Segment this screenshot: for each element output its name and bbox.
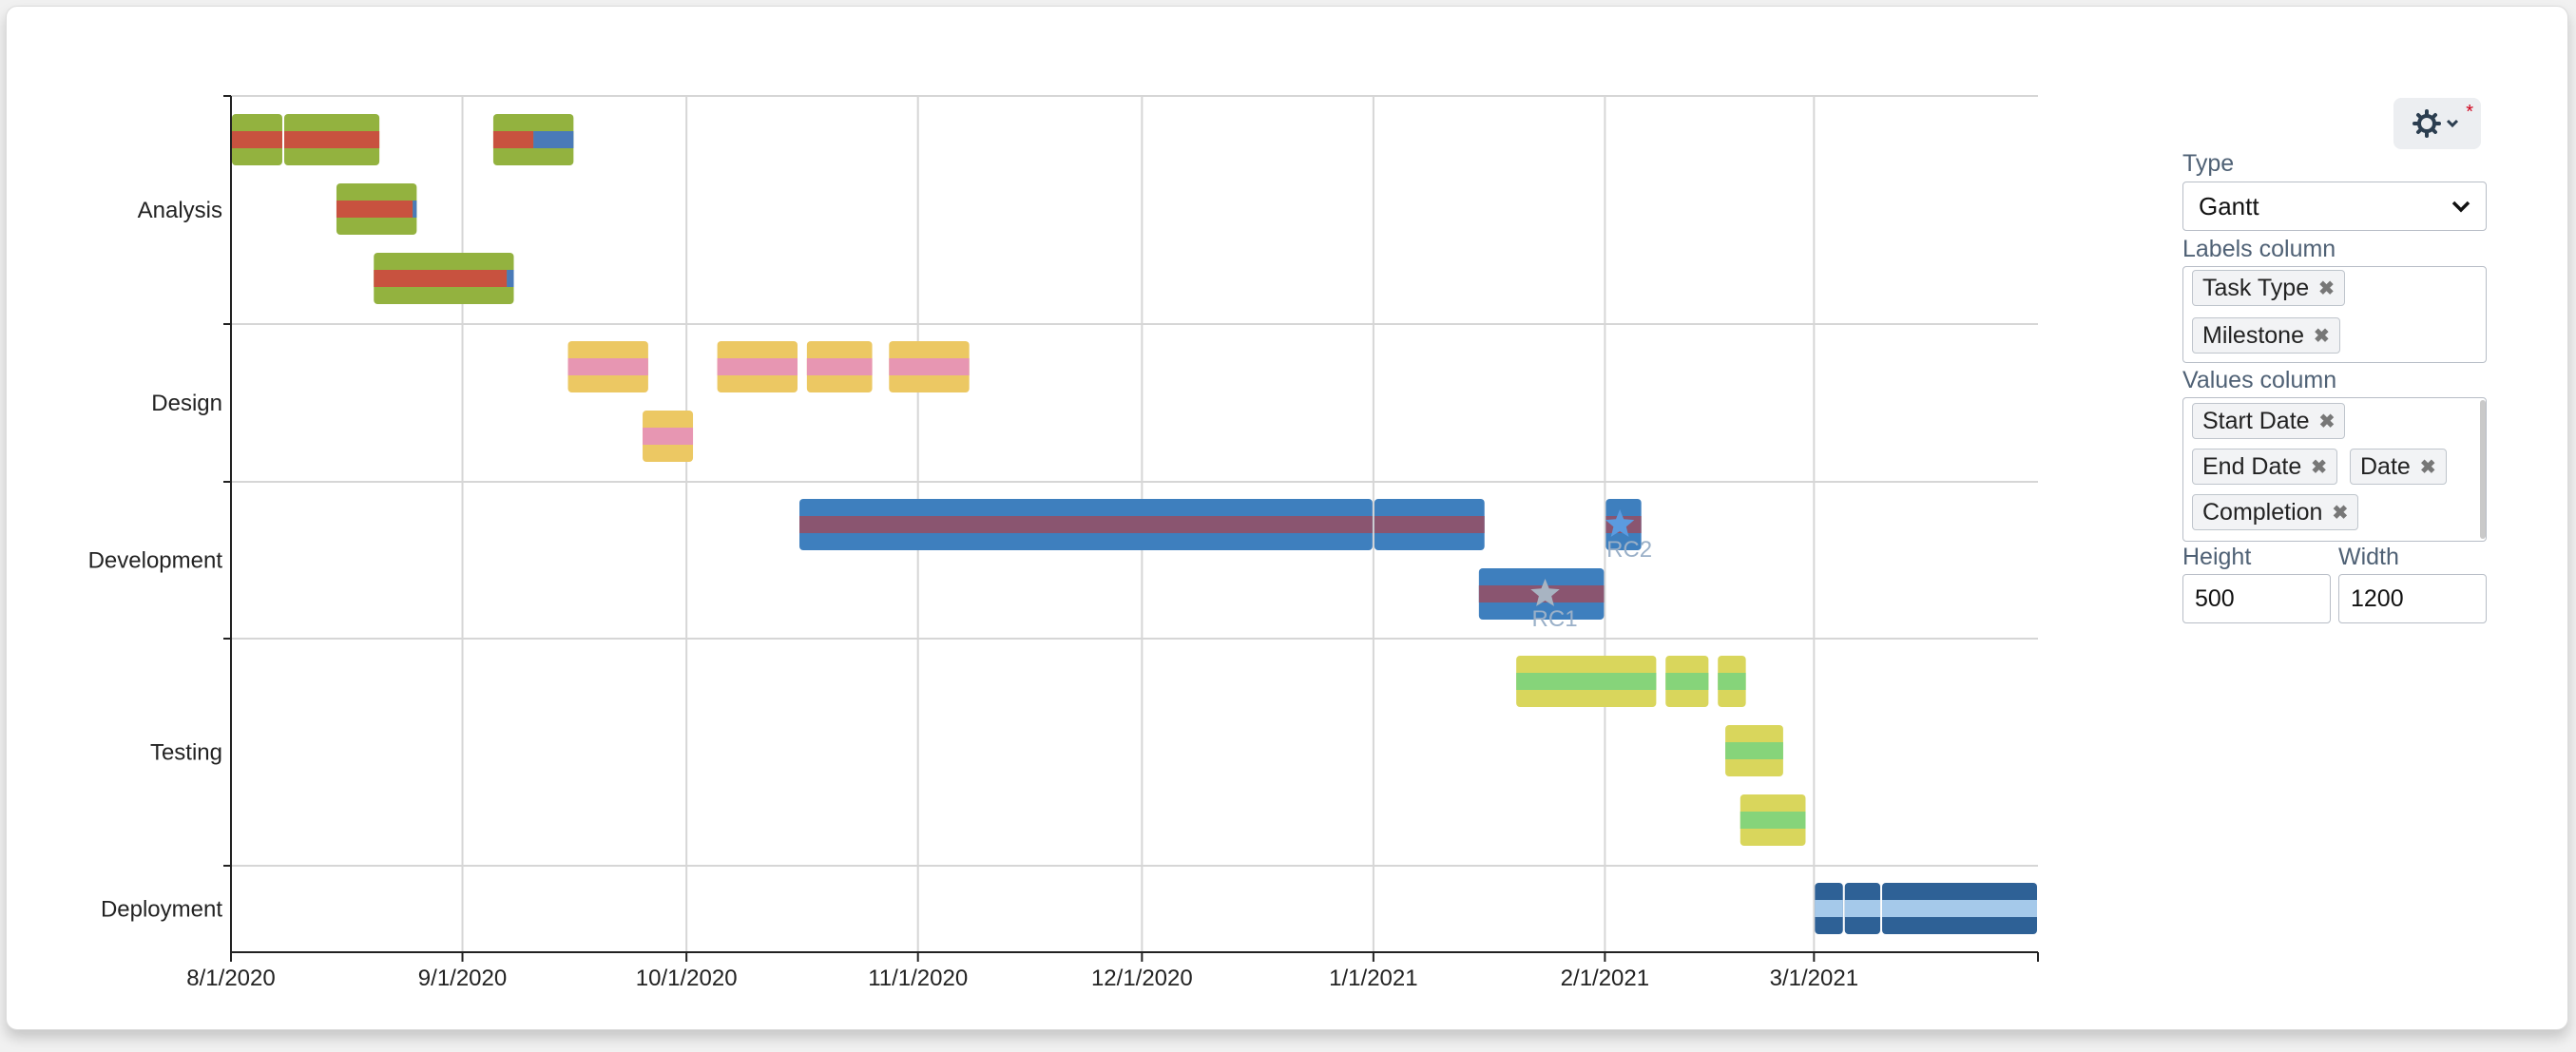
height-input[interactable]: 500 <box>2182 574 2331 623</box>
remove-tag-icon[interactable]: ✖ <box>2419 456 2436 478</box>
y-category-label: Deployment <box>101 897 222 923</box>
width-label: Width <box>2338 544 2399 570</box>
tag-task-type: Task Type ✖ <box>2192 270 2345 306</box>
task-progress <box>1815 900 1843 917</box>
x-tick-label: 11/1/2020 <box>868 966 968 991</box>
scrollbar[interactable] <box>2480 400 2486 539</box>
remove-tag-icon[interactable]: ✖ <box>2318 411 2336 432</box>
task-progress <box>717 358 798 375</box>
x-tick-label: 1/1/2021 <box>1329 966 1417 991</box>
x-tick-label: 10/1/2020 <box>636 966 738 991</box>
task-progress <box>1725 742 1783 759</box>
milestone-label: RC1 <box>1532 606 1578 632</box>
height-label: Height <box>2182 544 2252 570</box>
task-remaining <box>507 270 514 287</box>
task-remaining <box>533 131 574 148</box>
chevron-down-icon <box>2451 201 2470 213</box>
task-progress <box>336 201 413 218</box>
gear-icon <box>2413 109 2459 138</box>
task-progress <box>1374 516 1485 533</box>
task-progress <box>889 358 970 375</box>
task-progress <box>799 516 1373 533</box>
task-progress <box>1740 812 1806 829</box>
task-progress <box>643 428 694 445</box>
task-progress <box>232 131 282 148</box>
tag-milestone: Milestone ✖ <box>2192 317 2340 354</box>
milestone-star <box>1605 509 1635 537</box>
task-progress <box>567 358 648 375</box>
task-progress <box>492 131 534 148</box>
type-select[interactable]: Gantt <box>2182 182 2487 231</box>
tag-end-date: End Date ✖ <box>2192 449 2338 485</box>
x-tick-label: 2/1/2021 <box>1561 966 1649 991</box>
y-category-label: Analysis <box>138 198 222 223</box>
task-progress <box>374 270 508 287</box>
x-tick-label: 12/1/2020 <box>1091 966 1193 991</box>
y-category-label: Development <box>88 548 223 574</box>
task-progress <box>1718 673 1746 690</box>
type-label: Type <box>2182 150 2235 177</box>
width-value: 1200 <box>2351 584 2404 612</box>
task-progress <box>1516 673 1657 690</box>
task-progress <box>283 131 380 148</box>
settings-button[interactable]: * <box>2393 98 2481 149</box>
height-value: 500 <box>2195 584 2235 612</box>
remove-tag-icon[interactable]: ✖ <box>2332 502 2349 524</box>
x-tick-label: 9/1/2020 <box>418 966 507 991</box>
values-column-field[interactable]: Start Date ✖ End Date ✖ Date ✖ Completion ✖ <box>2182 397 2487 542</box>
y-category-label: Testing <box>150 740 222 766</box>
tag-label: Completion <box>2202 498 2323 526</box>
type-select-value: Gantt <box>2199 191 2259 220</box>
remove-tag-icon[interactable]: ✖ <box>2314 325 2330 347</box>
task-progress <box>1882 900 2037 917</box>
y-category-label: Design <box>151 391 222 416</box>
chevron-down-icon <box>2446 119 2459 128</box>
x-tick-label: 3/1/2021 <box>1770 966 1858 991</box>
task-progress <box>806 358 873 375</box>
tag-label: Date <box>2360 452 2411 480</box>
remove-tag-icon[interactable]: ✖ <box>2311 456 2328 478</box>
width-input[interactable]: 1200 <box>2338 574 2487 623</box>
task-progress <box>1665 673 1709 690</box>
required-marker: * <box>2466 102 2473 123</box>
task-progress <box>1844 900 1881 917</box>
values-column-label: Values column <box>2182 367 2337 393</box>
remove-tag-icon[interactable]: ✖ <box>2318 277 2335 299</box>
labels-column-field[interactable]: Task Type ✖ Milestone ✖ <box>2182 266 2487 363</box>
tag-label: Task Type <box>2202 274 2310 301</box>
tag-date: Date ✖ <box>2350 449 2447 485</box>
tag-completion: Completion ✖ <box>2192 494 2359 530</box>
tag-start-date: Start Date ✖ <box>2192 403 2346 439</box>
tag-label: Start Date <box>2202 407 2310 434</box>
labels-column-label: Labels column <box>2182 236 2336 262</box>
x-tick-label: 8/1/2020 <box>186 966 275 991</box>
tag-label: End Date <box>2202 452 2302 480</box>
milestone-label: RC2 <box>1606 537 1652 563</box>
milestone-star <box>1530 579 1560 606</box>
tag-label: Milestone <box>2202 321 2304 349</box>
task-remaining <box>413 201 417 218</box>
